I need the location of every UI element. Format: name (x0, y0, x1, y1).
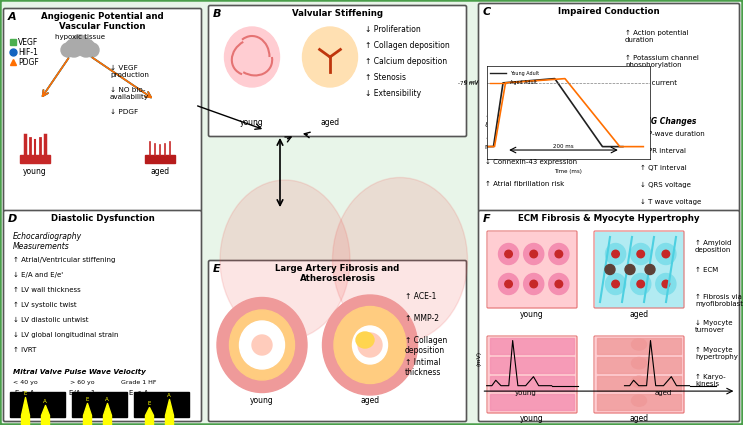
Bar (595, 337, 683, 412)
Text: young: young (23, 167, 47, 176)
Text: ↑ ACE-1: ↑ ACE-1 (405, 292, 436, 301)
Ellipse shape (632, 376, 646, 388)
Text: A: A (43, 399, 47, 404)
Ellipse shape (217, 298, 307, 393)
Ellipse shape (230, 310, 294, 380)
Circle shape (252, 335, 272, 355)
Ellipse shape (504, 250, 513, 258)
Text: A: A (105, 397, 109, 402)
Text: E < A: E < A (129, 390, 149, 396)
Text: Mitral Valve Pulse Wave Velocity: Mitral Valve Pulse Wave Velocity (13, 369, 146, 375)
Text: ↓ Extensibility: ↓ Extensibility (365, 89, 421, 98)
Ellipse shape (499, 274, 519, 295)
Text: E: E (23, 391, 27, 396)
Text: ↑ Atrial/Ventricular stiffening: ↑ Atrial/Ventricular stiffening (13, 257, 115, 263)
Text: Angiogenic Potential and
Vascular Function: Angiogenic Potential and Vascular Functi… (41, 12, 163, 31)
Text: aged: aged (320, 118, 340, 127)
Text: E > A: E > A (16, 390, 35, 396)
Text: ↓ Proliferation: ↓ Proliferation (365, 25, 421, 34)
Text: ↑ MMP-2: ↑ MMP-2 (405, 314, 439, 323)
FancyBboxPatch shape (478, 210, 739, 422)
Text: ↓ Myocyte
turnover: ↓ Myocyte turnover (695, 320, 733, 333)
Ellipse shape (555, 280, 562, 288)
Circle shape (645, 264, 655, 275)
Bar (488, 232, 576, 307)
Text: ↑ Fibrosis via
myofibroblast: ↑ Fibrosis via myofibroblast (695, 294, 743, 307)
Text: ECM Fibrosis & Myocyte Hypertrophy: ECM Fibrosis & Myocyte Hypertrophy (519, 214, 700, 223)
Circle shape (625, 264, 635, 275)
Text: ↓ VEGF
production: ↓ VEGF production (110, 65, 149, 78)
Text: E/A = 1: E/A = 1 (69, 390, 95, 396)
Bar (597, 338, 681, 354)
Ellipse shape (530, 250, 537, 258)
Text: Diastolic Dysfunction: Diastolic Dysfunction (51, 214, 155, 223)
Text: ↓ LTCC current: ↓ LTCC current (625, 80, 677, 86)
Text: ↑ Potassium channel
phosphorylation: ↑ Potassium channel phosphorylation (625, 55, 699, 68)
Ellipse shape (631, 274, 651, 295)
Bar (597, 357, 681, 372)
Ellipse shape (637, 280, 644, 288)
Text: hypoxic tissue: hypoxic tissue (55, 34, 105, 40)
Text: ↑ Stenosis: ↑ Stenosis (365, 73, 406, 82)
Text: A: A (167, 393, 171, 398)
Text: ↑ P-wave duration: ↑ P-wave duration (640, 131, 705, 137)
Text: F: F (483, 214, 490, 224)
Text: ↑ Action potential
duration: ↑ Action potential duration (625, 30, 689, 43)
Ellipse shape (499, 244, 519, 264)
Ellipse shape (662, 280, 669, 288)
Text: ↓ LV global longitudinal strain: ↓ LV global longitudinal strain (13, 332, 118, 338)
Ellipse shape (606, 274, 626, 295)
Text: Young Adult: Young Adult (510, 71, 539, 76)
Ellipse shape (662, 250, 669, 258)
Ellipse shape (555, 250, 562, 258)
Ellipse shape (334, 306, 406, 383)
Ellipse shape (352, 326, 388, 364)
Text: Impaired Conduction: Impaired Conduction (558, 7, 660, 16)
Text: 0 mV: 0 mV (464, 80, 478, 85)
Text: ↑ Atrial fibrillation risk: ↑ Atrial fibrillation risk (485, 181, 564, 187)
Text: 200 ms: 200 ms (554, 144, 574, 149)
Text: HIF-1: HIF-1 (18, 48, 38, 57)
Ellipse shape (632, 357, 646, 369)
Text: aged: aged (629, 310, 649, 319)
Text: aged: aged (150, 167, 169, 176)
Text: ↑ Collagen deposition: ↑ Collagen deposition (365, 41, 450, 50)
Text: E: E (147, 401, 151, 406)
FancyBboxPatch shape (478, 3, 739, 212)
Bar (488, 337, 576, 412)
Text: ↑ LV wall thickness: ↑ LV wall thickness (13, 287, 81, 293)
Bar (490, 357, 574, 372)
Text: young: young (250, 396, 274, 405)
Text: ↑ QT interval: ↑ QT interval (640, 165, 687, 171)
Ellipse shape (549, 274, 569, 295)
Text: young: young (520, 310, 544, 319)
Text: aged: aged (360, 396, 380, 405)
Ellipse shape (224, 27, 279, 87)
Text: ↓ Connexin-43 expression: ↓ Connexin-43 expression (485, 159, 577, 165)
Ellipse shape (333, 178, 467, 343)
Text: ↑ Fibrosis disrupting
muscle-bundle continuity: ↑ Fibrosis disrupting muscle-bundle cont… (485, 137, 574, 150)
Ellipse shape (239, 321, 285, 369)
Text: E: E (85, 397, 88, 402)
Text: Aged Adult: Aged Adult (510, 80, 536, 85)
Bar (597, 394, 681, 410)
Text: PDGF: PDGF (18, 57, 39, 66)
Ellipse shape (524, 274, 544, 295)
Text: < 40 yo: < 40 yo (13, 380, 37, 385)
Ellipse shape (632, 395, 646, 406)
Ellipse shape (611, 280, 620, 288)
Bar (490, 394, 574, 410)
Text: ↑ Calcium deposition: ↑ Calcium deposition (365, 57, 447, 66)
Text: D: D (8, 214, 17, 224)
Text: ↑ Collagen
deposition: ↑ Collagen deposition (405, 336, 447, 355)
Text: E: E (213, 264, 221, 274)
Bar (10, 392, 65, 417)
Text: young: young (515, 390, 536, 396)
Bar (595, 232, 683, 307)
Ellipse shape (356, 332, 374, 348)
Circle shape (85, 43, 99, 57)
Circle shape (358, 333, 382, 357)
Text: aged: aged (629, 414, 649, 423)
Text: ↑ Intimal
thickness: ↑ Intimal thickness (405, 358, 441, 377)
